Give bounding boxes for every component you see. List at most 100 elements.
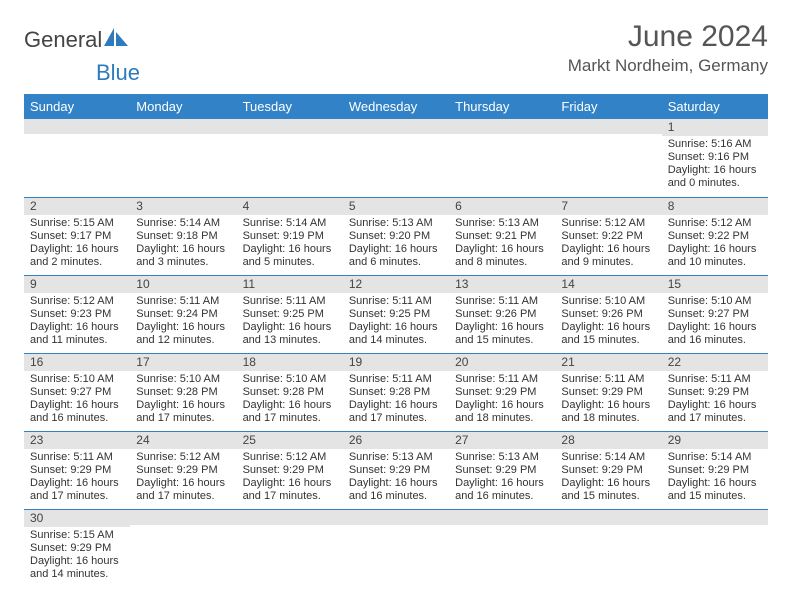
daylight-text: Daylight: 16 hours and 15 minutes. [455, 321, 549, 347]
calendar-day-cell: 2Sunrise: 5:15 AMSunset: 9:17 PMDaylight… [24, 197, 130, 275]
daylight-text: Daylight: 16 hours and 15 minutes. [561, 321, 655, 347]
calendar-day-cell [555, 509, 661, 587]
day-details: Sunrise: 5:11 AMSunset: 9:29 PMDaylight:… [449, 371, 555, 429]
daylight-text: Daylight: 16 hours and 10 minutes. [668, 243, 762, 269]
calendar-day-cell: 11Sunrise: 5:11 AMSunset: 9:25 PMDayligh… [237, 275, 343, 353]
weekday-header: Saturday [662, 94, 768, 119]
sunrise-text: Sunrise: 5:15 AM [30, 217, 124, 230]
day-details: Sunrise: 5:12 AMSunset: 9:22 PMDaylight:… [555, 215, 661, 273]
daylight-text: Daylight: 16 hours and 14 minutes. [349, 321, 443, 347]
calendar-day-cell: 14Sunrise: 5:10 AMSunset: 9:26 PMDayligh… [555, 275, 661, 353]
day-number [24, 119, 130, 134]
title-block: June 2024 Markt Nordheim, Germany [568, 20, 768, 76]
day-number [449, 510, 555, 525]
calendar-day-cell: 10Sunrise: 5:11 AMSunset: 9:24 PMDayligh… [130, 275, 236, 353]
month-title: June 2024 [568, 20, 768, 54]
sunrise-text: Sunrise: 5:11 AM [349, 373, 443, 386]
day-number: 10 [130, 276, 236, 293]
calendar-day-cell: 3Sunrise: 5:14 AMSunset: 9:18 PMDaylight… [130, 197, 236, 275]
calendar-day-cell: 13Sunrise: 5:11 AMSunset: 9:26 PMDayligh… [449, 275, 555, 353]
day-details: Sunrise: 5:10 AMSunset: 9:27 PMDaylight:… [662, 293, 768, 351]
sunset-text: Sunset: 9:22 PM [561, 230, 655, 243]
calendar-day-cell [130, 119, 236, 197]
calendar-day-cell: 1Sunrise: 5:16 AMSunset: 9:16 PMDaylight… [662, 119, 768, 197]
sunset-text: Sunset: 9:29 PM [30, 464, 124, 477]
daylight-text: Daylight: 16 hours and 2 minutes. [30, 243, 124, 269]
sunset-text: Sunset: 9:19 PM [243, 230, 337, 243]
day-number [237, 119, 343, 134]
daylight-text: Daylight: 16 hours and 16 minutes. [668, 321, 762, 347]
day-number: 29 [662, 432, 768, 449]
calendar-day-cell: 9Sunrise: 5:12 AMSunset: 9:23 PMDaylight… [24, 275, 130, 353]
sunrise-text: Sunrise: 5:13 AM [349, 217, 443, 230]
sunrise-text: Sunrise: 5:11 AM [668, 373, 762, 386]
day-number [130, 119, 236, 134]
day-details: Sunrise: 5:11 AMSunset: 9:25 PMDaylight:… [237, 293, 343, 351]
day-details: Sunrise: 5:11 AMSunset: 9:25 PMDaylight:… [343, 293, 449, 351]
sunrise-text: Sunrise: 5:10 AM [668, 295, 762, 308]
day-number: 25 [237, 432, 343, 449]
day-details: Sunrise: 5:12 AMSunset: 9:29 PMDaylight:… [130, 449, 236, 507]
calendar-day-cell: 5Sunrise: 5:13 AMSunset: 9:20 PMDaylight… [343, 197, 449, 275]
calendar-week-row: 16Sunrise: 5:10 AMSunset: 9:27 PMDayligh… [24, 353, 768, 431]
calendar-day-cell: 21Sunrise: 5:11 AMSunset: 9:29 PMDayligh… [555, 353, 661, 431]
day-number: 27 [449, 432, 555, 449]
calendar-day-cell: 24Sunrise: 5:12 AMSunset: 9:29 PMDayligh… [130, 431, 236, 509]
daylight-text: Daylight: 16 hours and 17 minutes. [136, 399, 230, 425]
sunset-text: Sunset: 9:29 PM [136, 464, 230, 477]
day-number: 13 [449, 276, 555, 293]
weekday-header: Tuesday [237, 94, 343, 119]
day-number: 21 [555, 354, 661, 371]
day-number [555, 510, 661, 525]
day-number: 23 [24, 432, 130, 449]
sunset-text: Sunset: 9:29 PM [349, 464, 443, 477]
day-details: Sunrise: 5:14 AMSunset: 9:18 PMDaylight:… [130, 215, 236, 273]
daylight-text: Daylight: 16 hours and 6 minutes. [349, 243, 443, 269]
sunset-text: Sunset: 9:29 PM [455, 464, 549, 477]
day-number: 30 [24, 510, 130, 527]
sunset-text: Sunset: 9:22 PM [668, 230, 762, 243]
day-number [343, 119, 449, 134]
sunset-text: Sunset: 9:27 PM [668, 308, 762, 321]
calendar-day-cell: 27Sunrise: 5:13 AMSunset: 9:29 PMDayligh… [449, 431, 555, 509]
sunrise-text: Sunrise: 5:16 AM [668, 138, 762, 151]
day-details: Sunrise: 5:16 AMSunset: 9:16 PMDaylight:… [662, 136, 768, 194]
calendar-day-cell [449, 509, 555, 587]
day-details: Sunrise: 5:11 AMSunset: 9:28 PMDaylight:… [343, 371, 449, 429]
daylight-text: Daylight: 16 hours and 17 minutes. [30, 477, 124, 503]
calendar-day-cell [24, 119, 130, 197]
sunset-text: Sunset: 9:21 PM [455, 230, 549, 243]
calendar-day-cell [555, 119, 661, 197]
sunset-text: Sunset: 9:29 PM [668, 386, 762, 399]
logo-sail-icon [104, 26, 130, 51]
sunrise-text: Sunrise: 5:11 AM [455, 373, 549, 386]
weekday-header: Friday [555, 94, 661, 119]
sunset-text: Sunset: 9:18 PM [136, 230, 230, 243]
day-details: Sunrise: 5:14 AMSunset: 9:19 PMDaylight:… [237, 215, 343, 273]
daylight-text: Daylight: 16 hours and 18 minutes. [455, 399, 549, 425]
day-number [130, 510, 236, 525]
day-details: Sunrise: 5:11 AMSunset: 9:24 PMDaylight:… [130, 293, 236, 351]
day-number: 9 [24, 276, 130, 293]
sunset-text: Sunset: 9:26 PM [561, 308, 655, 321]
day-details: Sunrise: 5:15 AMSunset: 9:17 PMDaylight:… [24, 215, 130, 273]
calendar-day-cell: 28Sunrise: 5:14 AMSunset: 9:29 PMDayligh… [555, 431, 661, 509]
calendar-day-cell: 20Sunrise: 5:11 AMSunset: 9:29 PMDayligh… [449, 353, 555, 431]
day-number: 11 [237, 276, 343, 293]
day-number [449, 119, 555, 134]
sunrise-text: Sunrise: 5:10 AM [243, 373, 337, 386]
sunrise-text: Sunrise: 5:10 AM [561, 295, 655, 308]
calendar-day-cell: 18Sunrise: 5:10 AMSunset: 9:28 PMDayligh… [237, 353, 343, 431]
calendar-day-cell: 25Sunrise: 5:12 AMSunset: 9:29 PMDayligh… [237, 431, 343, 509]
calendar-day-cell: 22Sunrise: 5:11 AMSunset: 9:29 PMDayligh… [662, 353, 768, 431]
calendar-day-cell: 8Sunrise: 5:12 AMSunset: 9:22 PMDaylight… [662, 197, 768, 275]
day-number: 12 [343, 276, 449, 293]
day-number: 5 [343, 198, 449, 215]
day-details: Sunrise: 5:13 AMSunset: 9:29 PMDaylight:… [449, 449, 555, 507]
day-number [555, 119, 661, 134]
calendar-day-cell: 7Sunrise: 5:12 AMSunset: 9:22 PMDaylight… [555, 197, 661, 275]
calendar-day-cell: 6Sunrise: 5:13 AMSunset: 9:21 PMDaylight… [449, 197, 555, 275]
sunrise-text: Sunrise: 5:12 AM [668, 217, 762, 230]
sunset-text: Sunset: 9:29 PM [561, 464, 655, 477]
daylight-text: Daylight: 16 hours and 15 minutes. [561, 477, 655, 503]
